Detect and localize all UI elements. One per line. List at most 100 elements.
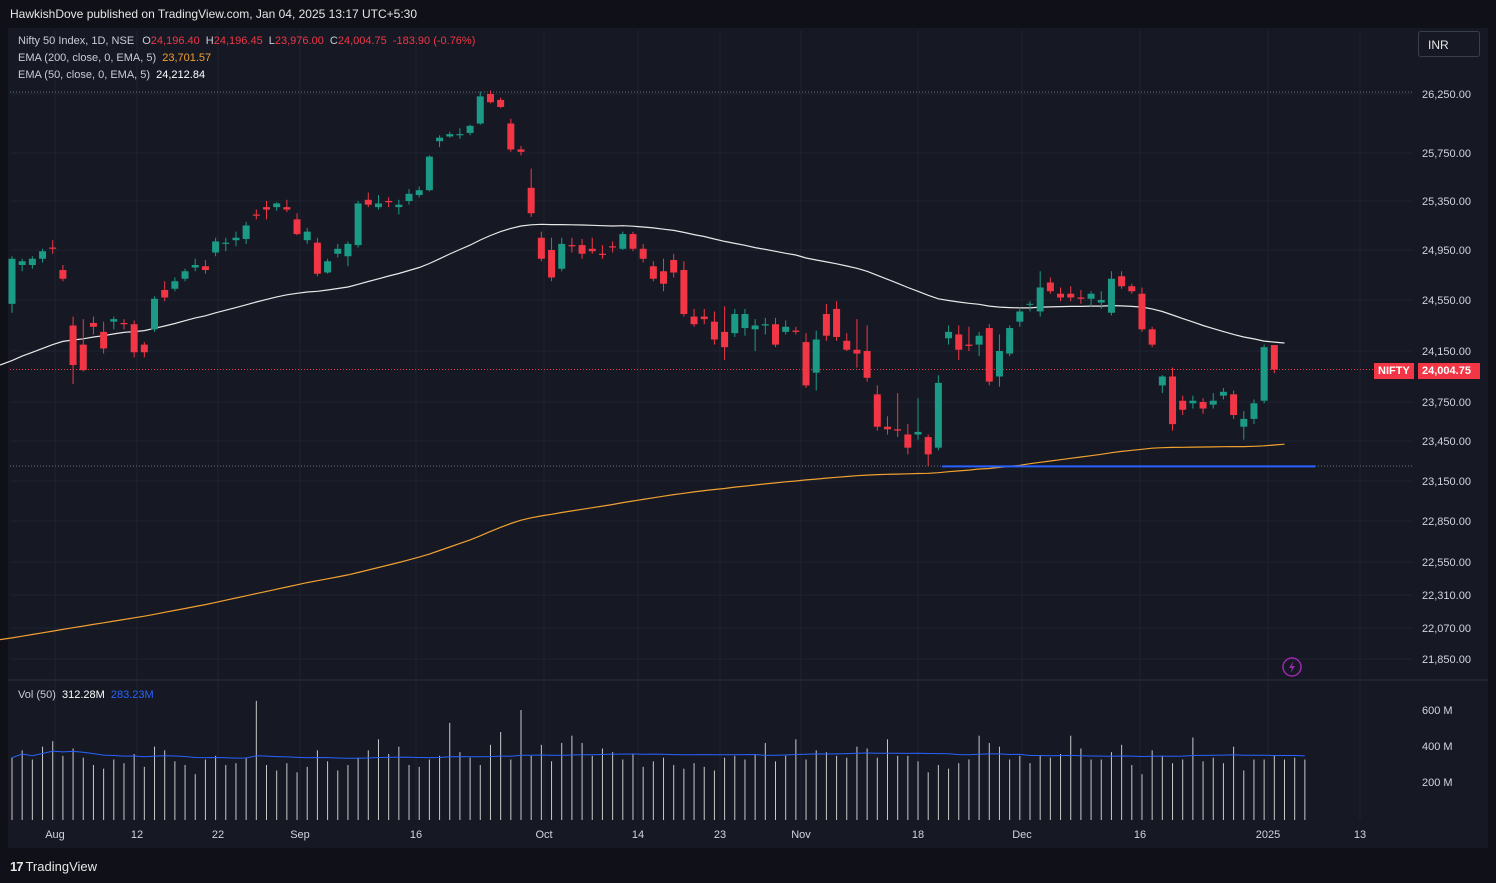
change-value: -183.90 (-0.76%) <box>392 35 476 47</box>
time-axis-label: 12 <box>131 829 143 841</box>
candle-body <box>324 261 332 273</box>
candle-body <box>1209 400 1217 405</box>
volume-ma-value: 283.23M <box>110 689 154 701</box>
candle-body <box>385 201 393 203</box>
candle-body <box>395 204 403 208</box>
lightning-bolt-icon <box>1289 661 1295 673</box>
time-axis-label: Aug <box>45 829 65 841</box>
candle-body <box>914 431 922 435</box>
candle-body <box>588 248 596 252</box>
candle-body <box>466 125 474 133</box>
candle-body <box>1240 418 1248 427</box>
candle-body <box>507 123 515 150</box>
tradingview-logo-icon: 17 <box>10 859 24 874</box>
candle-body <box>364 199 372 205</box>
price-axis-label: 23,750.00 <box>1422 397 1471 409</box>
ema200-label: EMA (200, close, 0, EMA, 5) <box>18 52 157 64</box>
candle-body <box>486 94 494 103</box>
price-axis-label: 23,150.00 <box>1422 476 1471 488</box>
candle-body <box>1006 328 1014 354</box>
candle-body <box>721 331 729 348</box>
publisher-text: HawkishDove published on TradingView.com… <box>10 7 418 21</box>
candle-body <box>1138 293 1146 330</box>
time-axis-label: Dec <box>1012 829 1032 841</box>
time-axis-label: 18 <box>912 829 924 841</box>
tradingview-logo[interactable]: 17 TradingView <box>10 859 97 874</box>
candle-body <box>222 242 230 244</box>
candle-body <box>741 314 749 329</box>
lightning-alert-icon[interactable] <box>1282 657 1302 677</box>
candle-body <box>1046 282 1054 292</box>
candle-body <box>639 248 647 259</box>
candle-body <box>965 344 973 346</box>
high-value: 24,196.45 <box>213 35 263 47</box>
candle-body <box>140 344 148 353</box>
candle-body <box>537 237 545 259</box>
candle-body <box>69 325 77 366</box>
candle-body <box>761 324 769 326</box>
candle-body <box>476 96 484 124</box>
chart-panel[interactable] <box>8 28 1488 848</box>
candle-body <box>201 266 209 270</box>
last-price-label: 24,004.75 <box>1418 363 1480 379</box>
symbol-label[interactable]: Nifty 50 Index, 1D, NSE <box>18 35 135 47</box>
price-axis-label: 22,310.00 <box>1422 590 1471 602</box>
volume-axis-label: 200 M <box>1422 777 1453 789</box>
candle-body <box>945 331 953 339</box>
candle-body <box>578 245 586 254</box>
candle-body <box>995 351 1003 377</box>
candle-body <box>883 426 891 430</box>
candle-body <box>49 247 57 249</box>
candle-body <box>629 234 637 249</box>
price-axis-label: 24,150.00 <box>1422 346 1471 358</box>
time-axis-label: Nov <box>791 829 811 841</box>
volume-axis-label: 400 M <box>1422 741 1453 753</box>
candle-body <box>710 321 718 340</box>
low-label: L <box>268 35 275 47</box>
candle-body <box>558 243 566 269</box>
price-legend: Nifty 50 Index, 1D, NSE O24,196.40 H24,1… <box>18 35 475 47</box>
close-value: 24,004.75 <box>337 35 387 47</box>
candle-body <box>517 149 525 152</box>
time-axis-label: 23 <box>714 829 726 841</box>
candle-body <box>598 253 606 255</box>
candle-body <box>415 190 423 195</box>
time-axis-label: 14 <box>632 829 644 841</box>
candle-body <box>873 394 881 427</box>
price-axis-label: 22,850.00 <box>1422 516 1471 528</box>
price-axis-label: 21,850.00 <box>1422 654 1471 666</box>
chart-canvas[interactable]: 26,250.00 25,750.00 25,350.00 24,950.00 24,5… <box>0 0 1496 852</box>
price-axis-label: 26,250.00 <box>1422 89 1471 101</box>
candle-body <box>334 248 342 254</box>
candle-body <box>293 219 301 235</box>
candle-body <box>263 207 270 210</box>
candle-body <box>751 325 759 330</box>
time-axis-label: 2025 <box>1256 829 1280 841</box>
candle-body <box>273 203 281 208</box>
symbol-price-tag: NIFTY <box>1374 363 1414 379</box>
candle-body <box>313 242 321 274</box>
candle-body <box>1260 347 1268 401</box>
ema200-legend[interactable]: EMA (200, close, 0, EMA, 5) 23,701.57 <box>18 52 211 64</box>
volume-legend[interactable]: Vol (50) 312.28M 283.23M <box>18 689 154 701</box>
candle-body <box>232 237 240 241</box>
price-axis-label: 22,070.00 <box>1422 623 1471 635</box>
ema50-legend[interactable]: EMA (50, close, 0, EMA, 5) 24,212.84 <box>18 69 205 81</box>
candle-body <box>1118 276 1126 287</box>
candle-body <box>1067 293 1075 298</box>
time-axis-label: Sep <box>290 829 310 841</box>
candle-body <box>1148 329 1156 345</box>
candle-body <box>436 137 444 142</box>
time-axis-label: 16 <box>1134 829 1146 841</box>
candle-body <box>8 258 16 304</box>
candle-body <box>782 326 790 332</box>
candle-body <box>252 214 260 216</box>
candle-body <box>772 324 779 345</box>
candle-body <box>1077 297 1085 299</box>
candle-body <box>904 434 912 448</box>
candle-body <box>59 270 67 279</box>
candle-body <box>100 331 108 349</box>
candle-body <box>242 225 250 239</box>
currency-button[interactable]: INR <box>1418 31 1480 57</box>
candle-body <box>894 429 902 431</box>
